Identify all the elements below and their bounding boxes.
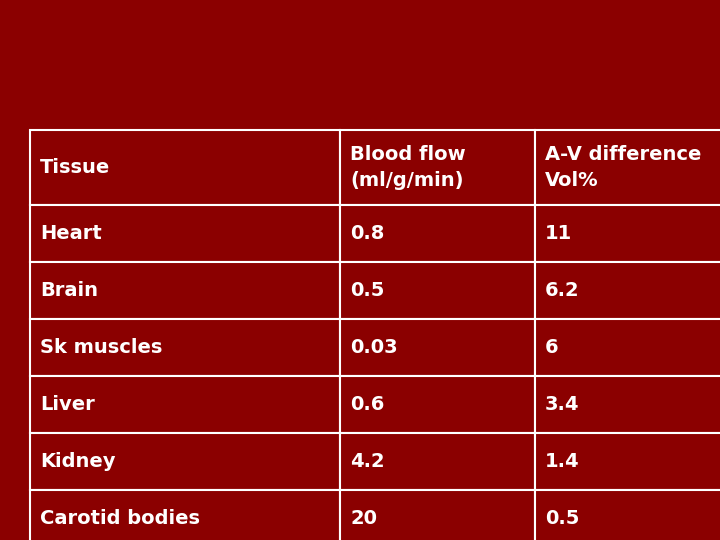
- Bar: [30, 262, 340, 319]
- Text: Liver: Liver: [40, 395, 95, 414]
- Bar: [535, 205, 720, 262]
- Text: 4.2: 4.2: [350, 452, 384, 471]
- Bar: [340, 376, 535, 433]
- Text: Tissue: Tissue: [40, 158, 110, 177]
- Bar: [30, 205, 340, 262]
- Bar: [340, 205, 535, 262]
- Text: 0.5: 0.5: [350, 281, 384, 300]
- Text: Kidney: Kidney: [40, 452, 115, 471]
- Text: Sk muscles: Sk muscles: [40, 338, 163, 357]
- Text: 20: 20: [350, 509, 377, 528]
- Text: 0.03: 0.03: [350, 338, 397, 357]
- Text: 0.6: 0.6: [350, 395, 384, 414]
- Text: Carotid bodies: Carotid bodies: [40, 509, 200, 528]
- Text: Blood flow
(ml/g/min): Blood flow (ml/g/min): [350, 145, 466, 190]
- Bar: [30, 376, 340, 433]
- Bar: [535, 490, 720, 540]
- Text: 6: 6: [545, 338, 559, 357]
- Bar: [340, 130, 535, 205]
- Text: 0.8: 0.8: [350, 224, 384, 243]
- Bar: [535, 130, 720, 205]
- Text: 0.5: 0.5: [545, 509, 580, 528]
- Bar: [340, 490, 535, 540]
- Text: Heart: Heart: [40, 224, 102, 243]
- Text: Brain: Brain: [40, 281, 98, 300]
- Text: A-V difference
Vol%: A-V difference Vol%: [545, 145, 701, 190]
- Bar: [340, 433, 535, 490]
- Bar: [340, 319, 535, 376]
- Text: 11: 11: [545, 224, 572, 243]
- Bar: [535, 433, 720, 490]
- Bar: [30, 433, 340, 490]
- Bar: [340, 262, 535, 319]
- Bar: [535, 262, 720, 319]
- Bar: [30, 130, 340, 205]
- Bar: [535, 319, 720, 376]
- Bar: [30, 319, 340, 376]
- Bar: [30, 490, 340, 540]
- Text: 6.2: 6.2: [545, 281, 580, 300]
- Text: 3.4: 3.4: [545, 395, 580, 414]
- Bar: [535, 376, 720, 433]
- Text: 1.4: 1.4: [545, 452, 580, 471]
